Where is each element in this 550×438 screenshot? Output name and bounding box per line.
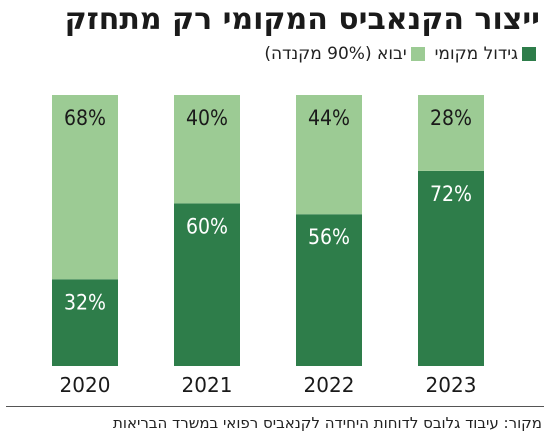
- bar-local-2020: [52, 279, 118, 366]
- source-note: מקור: עיבוד גלובס לדוחות היחידה לקנאביס …: [113, 414, 542, 432]
- x-tick-label-2023: 2023: [426, 373, 477, 397]
- x-tick-label-2022: 2022: [304, 373, 355, 397]
- data-label-import-2020: 68%: [64, 106, 106, 130]
- x-tick-label-2021: 2021: [182, 373, 233, 397]
- bar-import-2022: [296, 95, 362, 215]
- data-label-local-2022: 56%: [308, 225, 350, 249]
- x-tick-label-2020: 2020: [60, 373, 111, 397]
- bar-local-2021: [174, 203, 240, 366]
- bar-local-2022: [296, 214, 362, 366]
- legend-label-local: גידול מקומי: [434, 44, 518, 64]
- bar-import-2023: [418, 95, 484, 171]
- legend-item-import: יבוא (90% מקנדה): [264, 44, 425, 64]
- legend-swatch-import: [410, 47, 425, 61]
- data-label-local-2020: 32%: [64, 290, 106, 314]
- legend: גידול מקומי יבוא (90% מקנדה): [264, 44, 536, 64]
- bar-import-2020: [52, 95, 118, 280]
- data-label-local-2021: 60%: [186, 214, 228, 238]
- data-label-import-2022: 44%: [308, 106, 350, 130]
- data-label-import-2023: 28%: [430, 106, 472, 130]
- legend-label-import: יבוא (90% מקנדה): [264, 44, 407, 64]
- chart-title: ייצור הקנאביס המקומי רק מתחזק: [64, 2, 540, 37]
- data-label-import-2021: 40%: [186, 106, 228, 130]
- bar-local-2023: [418, 170, 484, 366]
- data-label-local-2023: 72%: [430, 182, 472, 206]
- source-divider: [6, 406, 544, 407]
- bar-import-2021: [174, 95, 240, 204]
- legend-item-local: גידול מקומי: [435, 44, 536, 64]
- legend-swatch-local: [522, 47, 536, 61]
